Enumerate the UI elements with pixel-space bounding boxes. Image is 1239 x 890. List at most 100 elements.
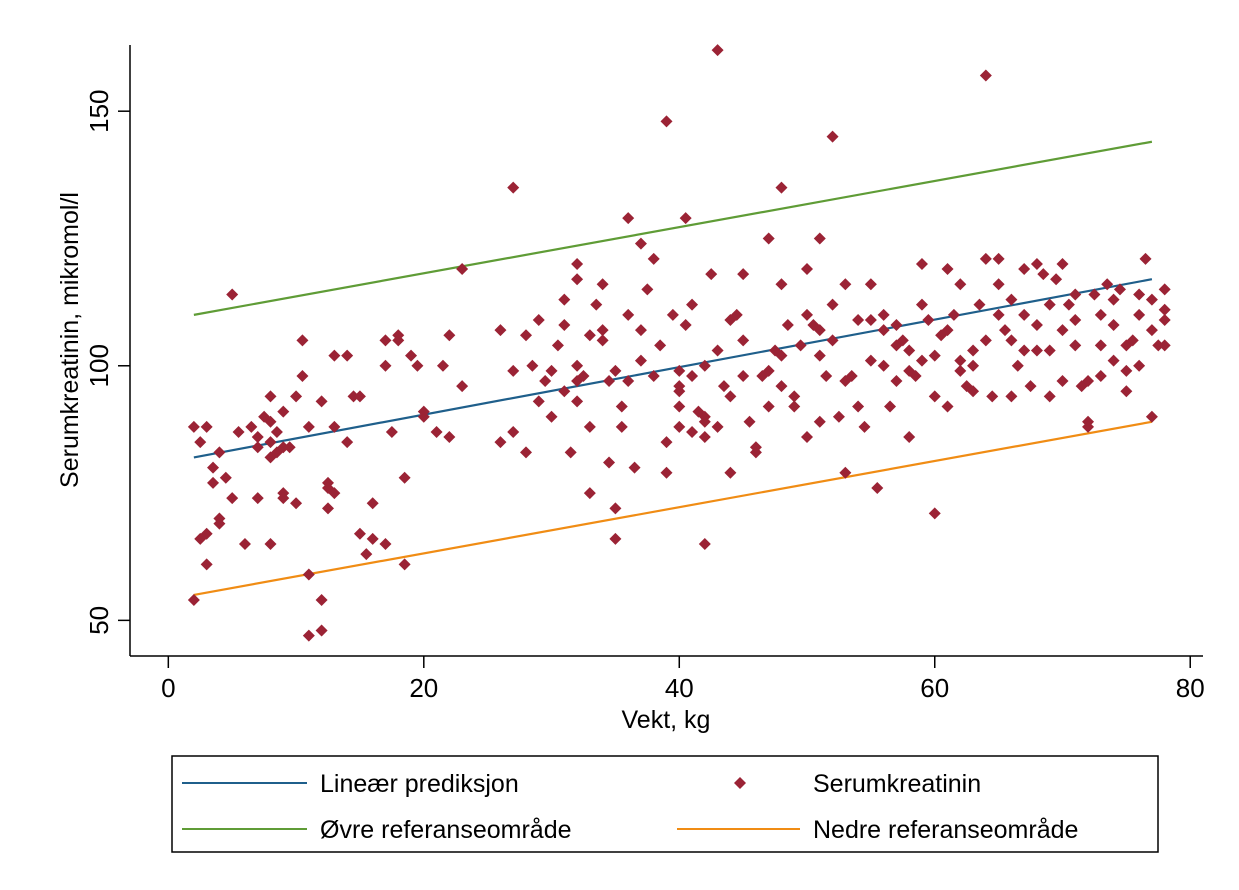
data-point bbox=[1062, 298, 1075, 311]
data-point bbox=[245, 420, 258, 433]
data-point bbox=[385, 425, 398, 438]
data-point bbox=[1043, 390, 1056, 403]
y-axis-title: Serumkreatinin, mikromol/l bbox=[56, 192, 84, 488]
data-point bbox=[1133, 308, 1146, 321]
data-point bbox=[801, 308, 814, 321]
data-point bbox=[813, 232, 826, 245]
data-point bbox=[264, 415, 277, 428]
data-point bbox=[264, 436, 277, 449]
data-point bbox=[788, 390, 801, 403]
data-point bbox=[347, 390, 360, 403]
data-point bbox=[1145, 293, 1158, 306]
data-point bbox=[641, 283, 654, 296]
data-point bbox=[730, 308, 743, 321]
data-point bbox=[941, 400, 954, 413]
data-point bbox=[654, 339, 667, 352]
data-point bbox=[609, 364, 622, 377]
data-point bbox=[884, 400, 897, 413]
data-point bbox=[628, 461, 641, 474]
data-point bbox=[749, 441, 762, 454]
data-point bbox=[1024, 380, 1037, 393]
data-point bbox=[200, 527, 213, 540]
data-point bbox=[1069, 339, 1082, 352]
x-tick-label: 0 bbox=[161, 673, 175, 703]
data-point bbox=[1113, 283, 1126, 296]
data-point bbox=[647, 369, 660, 382]
data-point bbox=[1120, 385, 1133, 398]
data-point bbox=[1094, 308, 1107, 321]
line-lower bbox=[193, 420, 1153, 596]
data-point bbox=[992, 308, 1005, 321]
data-point bbox=[698, 537, 711, 550]
data-point bbox=[200, 558, 213, 571]
data-point bbox=[596, 278, 609, 291]
data-point bbox=[979, 69, 992, 82]
legend-linear-label: Lineær prediksjon bbox=[320, 770, 519, 798]
data-point bbox=[494, 324, 507, 337]
data-point bbox=[405, 349, 418, 362]
data-point bbox=[1030, 257, 1043, 270]
data-point bbox=[296, 369, 309, 382]
data-point bbox=[366, 532, 379, 545]
data-point bbox=[986, 390, 999, 403]
points-layer bbox=[187, 44, 1171, 642]
x-tick-label: 80 bbox=[1176, 673, 1205, 703]
data-point bbox=[353, 390, 366, 403]
data-point bbox=[564, 446, 577, 459]
data-point bbox=[1043, 298, 1056, 311]
data-point bbox=[813, 349, 826, 362]
data-point bbox=[852, 400, 865, 413]
data-point bbox=[979, 252, 992, 265]
data-point bbox=[328, 349, 341, 362]
data-point bbox=[609, 532, 622, 545]
data-point bbox=[296, 334, 309, 347]
data-point bbox=[232, 425, 245, 438]
data-point bbox=[315, 624, 328, 637]
data-point bbox=[660, 466, 673, 479]
data-point bbox=[743, 415, 756, 428]
data-point bbox=[1158, 303, 1171, 316]
data-point bbox=[551, 339, 564, 352]
data-point bbox=[845, 369, 858, 382]
data-point bbox=[698, 359, 711, 372]
lines-layer bbox=[193, 140, 1153, 596]
data-point bbox=[1030, 319, 1043, 332]
data-point bbox=[1133, 359, 1146, 372]
data-point bbox=[1018, 344, 1031, 357]
data-point bbox=[270, 425, 283, 438]
data-point bbox=[443, 329, 456, 342]
data-point bbox=[737, 268, 750, 281]
data-point bbox=[315, 395, 328, 408]
data-point bbox=[1145, 324, 1158, 337]
data-point bbox=[1056, 324, 1069, 337]
data-point bbox=[430, 425, 443, 438]
data-point bbox=[622, 375, 635, 388]
data-point bbox=[686, 425, 699, 438]
data-point bbox=[1030, 344, 1043, 357]
data-point bbox=[532, 395, 545, 408]
data-point bbox=[839, 466, 852, 479]
x-tick-label: 60 bbox=[920, 673, 949, 703]
legend: Lineær prediksjon Serumkreatinin Øvre re… bbox=[171, 755, 1159, 853]
data-point bbox=[1005, 293, 1018, 306]
data-point bbox=[213, 446, 226, 459]
data-point bbox=[877, 359, 890, 372]
data-point bbox=[698, 410, 711, 423]
data-point bbox=[1101, 278, 1114, 291]
data-point bbox=[826, 130, 839, 143]
data-point bbox=[277, 441, 290, 454]
data-point bbox=[577, 369, 590, 382]
data-point bbox=[558, 293, 571, 306]
data-point bbox=[711, 420, 724, 433]
data-point bbox=[200, 420, 213, 433]
data-point bbox=[762, 232, 775, 245]
data-point bbox=[877, 308, 890, 321]
data-point bbox=[992, 278, 1005, 291]
legend-lower-label: Nedre referanseområde bbox=[813, 816, 1078, 844]
data-point bbox=[532, 313, 545, 326]
data-point bbox=[219, 471, 232, 484]
data-point bbox=[1152, 339, 1165, 352]
data-point bbox=[398, 471, 411, 484]
